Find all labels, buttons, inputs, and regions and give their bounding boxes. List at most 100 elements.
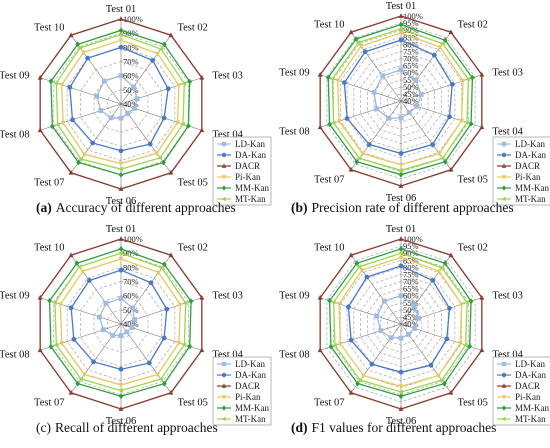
legend-marker	[221, 372, 227, 378]
data-point-mm-kan	[75, 380, 81, 387]
series-line-pi-kan	[338, 256, 463, 388]
legend-marker	[501, 175, 507, 180]
radial-tick-label: 80%	[403, 262, 419, 272]
data-point-ld-kan	[129, 325, 135, 330]
legend-label: MT-Kan	[235, 194, 266, 204]
radial-tick-label: 70%	[403, 277, 419, 287]
data-point-mm-kan	[468, 120, 474, 127]
category-label: Test 06	[386, 193, 416, 204]
legend-marker	[221, 141, 227, 147]
category-label: Test 08	[279, 127, 309, 138]
data-point-dacr	[37, 127, 43, 133]
data-point-dacr	[168, 32, 174, 38]
data-point-mt-kan	[52, 300, 57, 305]
data-point-mm-kan	[76, 159, 81, 166]
data-point-mt-kan	[464, 120, 469, 125]
data-point-mt-kan	[181, 81, 187, 86]
data-point-pi-kan	[337, 341, 343, 347]
legend-label: MM-Kan	[515, 183, 549, 193]
axis-spoke	[40, 323, 122, 351]
grid-ring	[387, 309, 415, 339]
legend-label: Pi-Kan	[515, 392, 541, 402]
data-point-dacr	[398, 236, 404, 241]
data-point-pi-kan	[118, 38, 124, 44]
data-point-pi-kan	[80, 269, 86, 275]
data-point-dacr	[348, 252, 354, 258]
data-point-dacr	[68, 389, 74, 395]
data-point-mt-kan	[118, 32, 123, 37]
data-point-mm-kan	[442, 37, 448, 44]
radial-tick-label: 85%	[403, 32, 419, 42]
data-point-dacr	[118, 16, 124, 21]
data-point-dacr	[118, 186, 124, 191]
axis-spoke	[40, 77, 122, 105]
data-point-da-kan	[398, 369, 404, 375]
data-point-da-kan	[344, 116, 350, 121]
legend-marker	[221, 175, 227, 180]
data-point-dacr	[118, 236, 124, 241]
data-point-da-kan	[161, 115, 167, 121]
data-point-ld-kan	[118, 115, 124, 121]
data-point-pi-kan	[81, 372, 87, 378]
data-point-mt-kan	[180, 121, 185, 127]
radial-tick-label: 60%	[123, 291, 139, 301]
data-point-mt-kan	[356, 155, 362, 161]
data-point-mt-kan	[332, 343, 337, 348]
data-point-mt-kan	[53, 80, 59, 86]
data-point-ld-kan	[131, 84, 136, 90]
radial-tick-label: 60%	[403, 291, 419, 301]
data-point-ld-kan	[398, 115, 404, 121]
data-point-dacr	[68, 169, 74, 175]
data-point-dacr	[448, 389, 454, 395]
data-point-da-kan	[118, 44, 124, 50]
radial-tick-label: 100%	[123, 14, 143, 24]
grid-ring	[53, 32, 189, 176]
category-label: Test 05	[177, 178, 207, 189]
data-point-pi-kan	[459, 118, 465, 124]
category-label: Test 08	[0, 350, 30, 361]
radial-tick-label: 100%	[403, 11, 423, 21]
data-point-dacr	[448, 29, 454, 35]
data-point-mm-kan	[468, 298, 474, 305]
data-point-pi-kan	[398, 384, 404, 390]
data-point-ld-kan	[118, 296, 124, 301]
data-point-dacr	[479, 71, 485, 77]
data-point-dacr	[448, 166, 454, 172]
legend-marker	[501, 416, 506, 422]
legend-marker	[221, 383, 227, 388]
data-point-pi-kan	[155, 372, 161, 378]
data-point-mt-kan	[118, 250, 123, 256]
data-point-da-kan	[364, 274, 370, 280]
data-point-mm-kan	[47, 297, 52, 304]
data-point-mt-kan	[329, 76, 335, 82]
data-point-da-kan	[447, 305, 452, 311]
category-label: Test 02	[457, 242, 487, 253]
data-point-mt-kan	[398, 250, 403, 256]
panel-b: 40%45%50%55%60%65%70%75%80%85%90%95%100%…	[279, 1, 550, 215]
category-label: Test 01	[106, 4, 136, 15]
data-point-da-kan	[348, 337, 354, 343]
data-point-pi-kan	[336, 119, 342, 125]
data-point-ld-kan	[101, 327, 106, 333]
data-point-mm-kan	[398, 393, 404, 400]
legend-marker	[221, 395, 227, 400]
data-point-mm-kan	[49, 123, 55, 130]
data-point-mt-kan	[54, 122, 60, 127]
data-point-pi-kan	[457, 341, 463, 347]
category-label: Test 09	[0, 70, 30, 81]
data-point-pi-kan	[398, 162, 404, 168]
legend-marker	[501, 185, 507, 191]
data-point-pi-kan	[360, 151, 366, 157]
data-point-dacr	[68, 32, 74, 38]
data-point-ld-kan	[388, 335, 394, 341]
data-point-mm-kan	[442, 158, 448, 165]
data-point-mt-kan	[462, 342, 468, 348]
data-point-dacr	[199, 74, 205, 80]
data-point-da-kan	[346, 304, 351, 310]
category-label: Test 07	[34, 178, 64, 189]
radial-tick-label: 70%	[123, 57, 139, 67]
grid-ring	[367, 65, 435, 137]
